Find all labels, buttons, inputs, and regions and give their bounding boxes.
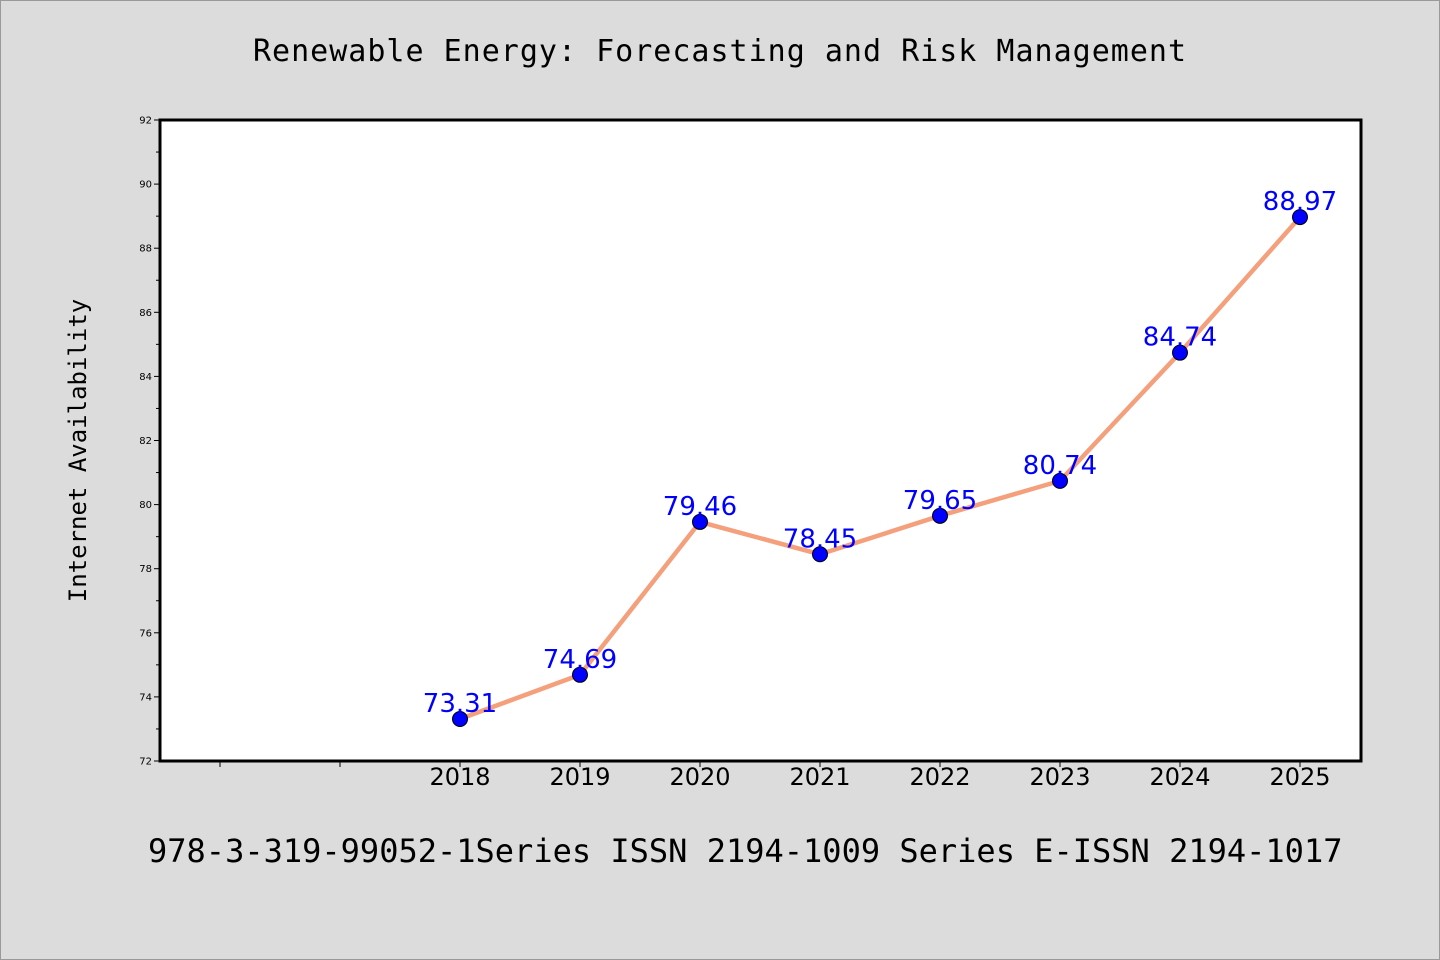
data-label: 73.31	[423, 689, 497, 719]
x-tick-label: 2021	[789, 763, 850, 791]
data-point-marker	[1172, 344, 1188, 361]
y-tick-label: 82	[139, 436, 152, 447]
data-point-marker	[1292, 209, 1308, 226]
y-tick-label: 72	[139, 757, 152, 768]
y-tick-label: 78	[139, 564, 152, 575]
y-tick-label: 88	[139, 244, 152, 255]
data-point-marker	[1052, 472, 1068, 489]
data-label: 84.74	[1143, 323, 1217, 353]
data-label: 78.45	[783, 524, 857, 554]
x-axis: 2018 2019 2020 2021 2022 2023 2024 2025	[219, 761, 1331, 791]
x-tick-label: 2018	[429, 763, 490, 791]
data-point-marker	[932, 507, 948, 524]
x-tick-label: 2022	[909, 763, 970, 791]
x-tick-label: 2019	[549, 763, 610, 791]
y-axis: 72 74 76 78 80 82 84 86 88 90 92	[139, 116, 160, 768]
footer-isbn-text: 978-3-319-99052-1Series ISSN 2194-1009 S…	[148, 832, 1343, 870]
y-tick-label: 86	[139, 308, 152, 319]
y-tick-label: 92	[139, 116, 152, 127]
series-layer: 73.31 74.69 79.46 78.45 79.65 80.74 84.74 88.97	[423, 187, 1337, 728]
data-label: 79.46	[663, 492, 737, 522]
chart-title: Renewable Energy: Forecasting and Risk M…	[252, 34, 1187, 69]
x-tick-label: 2020	[669, 763, 730, 791]
data-point-marker	[572, 666, 588, 683]
data-label: 88.97	[1263, 187, 1337, 217]
data-label: 79.65	[903, 486, 977, 516]
y-tick-label: 80	[139, 500, 152, 511]
data-point-marker	[452, 711, 468, 728]
x-tick-label: 2023	[1029, 763, 1090, 791]
plot-area	[158, 118, 1363, 763]
y-tick-label: 76	[139, 628, 152, 639]
y-axis-label: Internet Availability	[64, 299, 92, 602]
x-tick-label: 2025	[1269, 763, 1330, 791]
data-label: 74.69	[543, 645, 617, 675]
y-tick-label: 84	[139, 372, 152, 383]
data-point-marker	[692, 513, 708, 530]
y-tick-label: 90	[139, 180, 152, 191]
series-line	[457, 214, 1303, 722]
plot-frame	[158, 118, 1363, 763]
data-label: 80.74	[1023, 451, 1097, 481]
x-tick-label: 2024	[1149, 763, 1210, 791]
y-tick-label: 74	[139, 692, 152, 703]
data-point-marker	[812, 546, 828, 563]
